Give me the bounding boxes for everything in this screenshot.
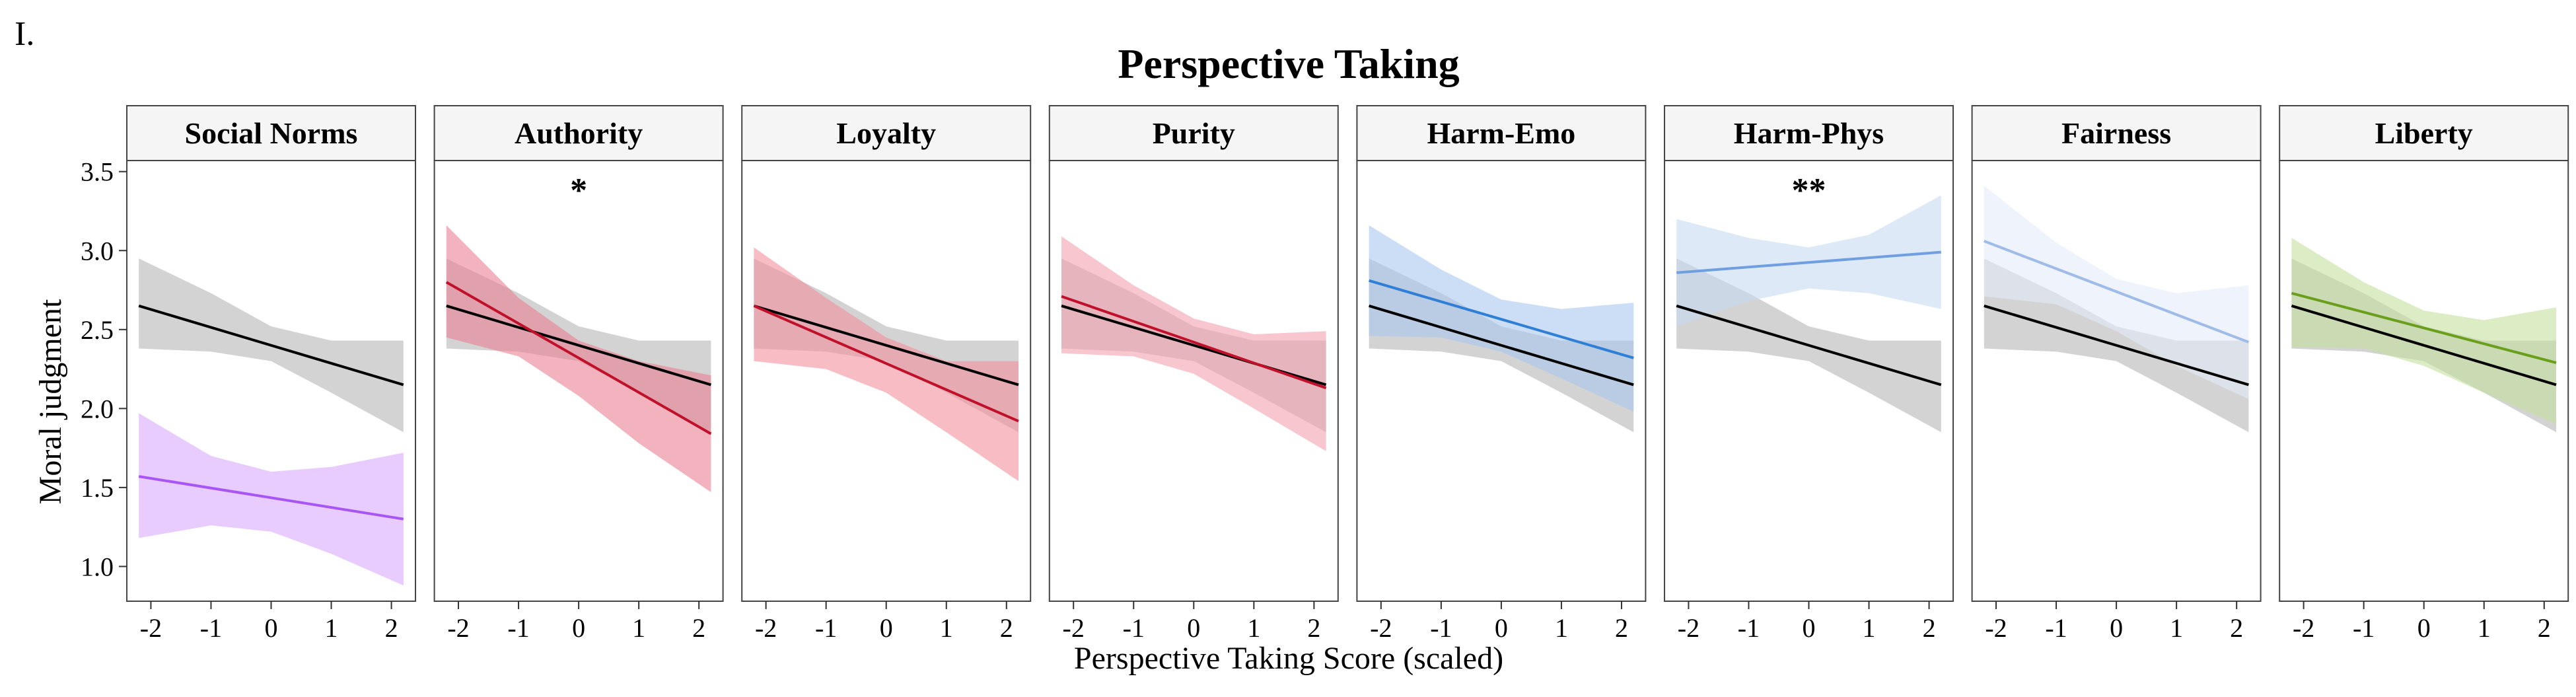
series-ribbon <box>1676 195 1941 326</box>
x-tick-label: 0 <box>2417 613 2431 643</box>
x-tick-label: 2 <box>1615 613 1628 643</box>
x-tick-label: 0 <box>572 613 585 643</box>
x-tick-label: 2 <box>2230 613 2243 643</box>
x-tick-label: -1 <box>2045 613 2067 643</box>
facet-label: Authority <box>515 116 643 150</box>
y-tick-label: 3.5 <box>81 157 114 187</box>
series-line <box>2291 291 2557 364</box>
x-tick-label: 1 <box>1555 613 1568 643</box>
x-tick-label: 2 <box>1000 613 1013 643</box>
reference-line <box>753 305 1019 386</box>
x-tick-label: -2 <box>447 613 469 643</box>
x-tick-label: -2 <box>2293 613 2314 643</box>
x-tick-label: 2 <box>1307 613 1320 643</box>
facet-strip <box>1971 105 2262 161</box>
x-tick-label: -2 <box>140 613 162 643</box>
x-tick-label: -1 <box>2353 613 2375 643</box>
x-tick-label: -1 <box>1738 613 1760 643</box>
x-tick-label: 0 <box>880 613 893 643</box>
facet-harm-phys: Harm-Phys ** -2 -1 0 1 2 <box>1664 105 1954 643</box>
x-tick-label: 2 <box>692 613 705 643</box>
facet-strip <box>1664 105 1954 161</box>
x-tick-label: -2 <box>755 613 777 643</box>
x-tick-label: 1 <box>2170 613 2183 643</box>
x-tick-label: -2 <box>1678 613 1699 643</box>
panel-tag: I. <box>15 15 34 53</box>
x-tick-label: 1 <box>1247 613 1260 643</box>
x-tick-label: -2 <box>1985 613 2007 643</box>
facet-label: Loyalty <box>836 116 936 150</box>
x-tick-label: 1 <box>632 613 645 643</box>
facet-harm-emo: Harm-Emo -2 -1 0 1 2 <box>1356 105 1647 643</box>
reference-line <box>138 305 404 386</box>
series-line <box>1061 295 1327 390</box>
x-tick-label: 1 <box>1863 613 1876 643</box>
chart-title: Perspective Taking <box>1118 40 1459 87</box>
x-axis-label: Perspective Taking Score (scaled) <box>1074 641 1503 676</box>
facet-fairness: Fairness -2 -1 0 1 2 <box>1971 105 2262 643</box>
y-tick-label: 1.5 <box>81 473 114 503</box>
y-tick-label: 2.5 <box>81 315 114 345</box>
facet-strip <box>433 105 724 161</box>
facet-purity: Purity -2 -1 0 1 2 <box>1048 105 1339 643</box>
significance-annotation: ** <box>1792 172 1826 209</box>
x-tick-label: -1 <box>200 613 222 643</box>
x-tick-label: -1 <box>1430 613 1452 643</box>
reference-line <box>446 305 711 386</box>
x-tick-label: -1 <box>1123 613 1145 643</box>
significance-annotation: * <box>570 172 587 209</box>
y-tick-label: 2.0 <box>81 394 114 423</box>
facet-strip <box>126 105 416 161</box>
y-tick-label: 1.0 <box>81 552 114 581</box>
series-line <box>753 305 1019 423</box>
x-tick-label: 0 <box>1803 613 1816 643</box>
series-line <box>1984 240 2250 344</box>
x-tick-label: 1 <box>325 613 338 643</box>
reference-line <box>2291 305 2557 386</box>
series-ribbon <box>1061 236 1326 451</box>
series-line <box>1676 250 1941 274</box>
x-tick-label: 2 <box>385 613 398 643</box>
x-tick-label: 1 <box>2478 613 2491 643</box>
y-axis-label: Moral judgment <box>33 299 68 504</box>
facet-authority: Authority * -2 -1 0 1 2 <box>433 105 724 643</box>
reference-line <box>1369 305 1634 386</box>
x-tick-label: 0 <box>265 613 278 643</box>
facet-strip <box>741 105 1032 161</box>
series-ribbon <box>139 413 404 586</box>
facet-label: Harm-Emo <box>1427 116 1575 150</box>
x-tick-label: -1 <box>815 613 837 643</box>
facet-loyalty: Loyalty -2 -1 0 1 2 <box>741 105 1032 643</box>
x-tick-label: -2 <box>1063 613 1085 643</box>
reference-line <box>1984 305 2249 386</box>
x-tick-label: 2 <box>1923 613 1936 643</box>
facet-strip <box>1048 105 1339 161</box>
x-tick-label: 2 <box>2538 613 2551 643</box>
facet-label: Social Norms <box>185 116 358 150</box>
reference-line <box>1676 305 1942 386</box>
x-tick-label: 1 <box>940 613 953 643</box>
facet-strip <box>1356 105 1647 161</box>
series-line <box>445 281 712 435</box>
x-tick-label: -1 <box>507 613 529 643</box>
facet-label: Purity <box>1153 116 1235 150</box>
y-tick-label: 3.0 <box>81 236 114 266</box>
facet-label: Liberty <box>2375 116 2473 150</box>
facet-label: Fairness <box>2061 116 2171 150</box>
x-tick-label: 0 <box>1495 613 1508 643</box>
facet-social-norms: Social Norms -2 -1 0 1 2 1.0 1.5 2.0 2.5 3.0 3.5 <box>81 105 416 643</box>
x-tick-label: -2 <box>1370 613 1392 643</box>
series-line <box>1369 279 1634 359</box>
series-ribbon <box>2291 238 2556 425</box>
facet-label: Harm-Phys <box>1734 116 1884 150</box>
facet-liberty: Liberty -2 -1 0 1 2 <box>2279 105 2569 643</box>
x-tick-label: 0 <box>2110 613 2123 643</box>
x-tick-label: 0 <box>1187 613 1200 643</box>
series-line <box>138 475 404 521</box>
